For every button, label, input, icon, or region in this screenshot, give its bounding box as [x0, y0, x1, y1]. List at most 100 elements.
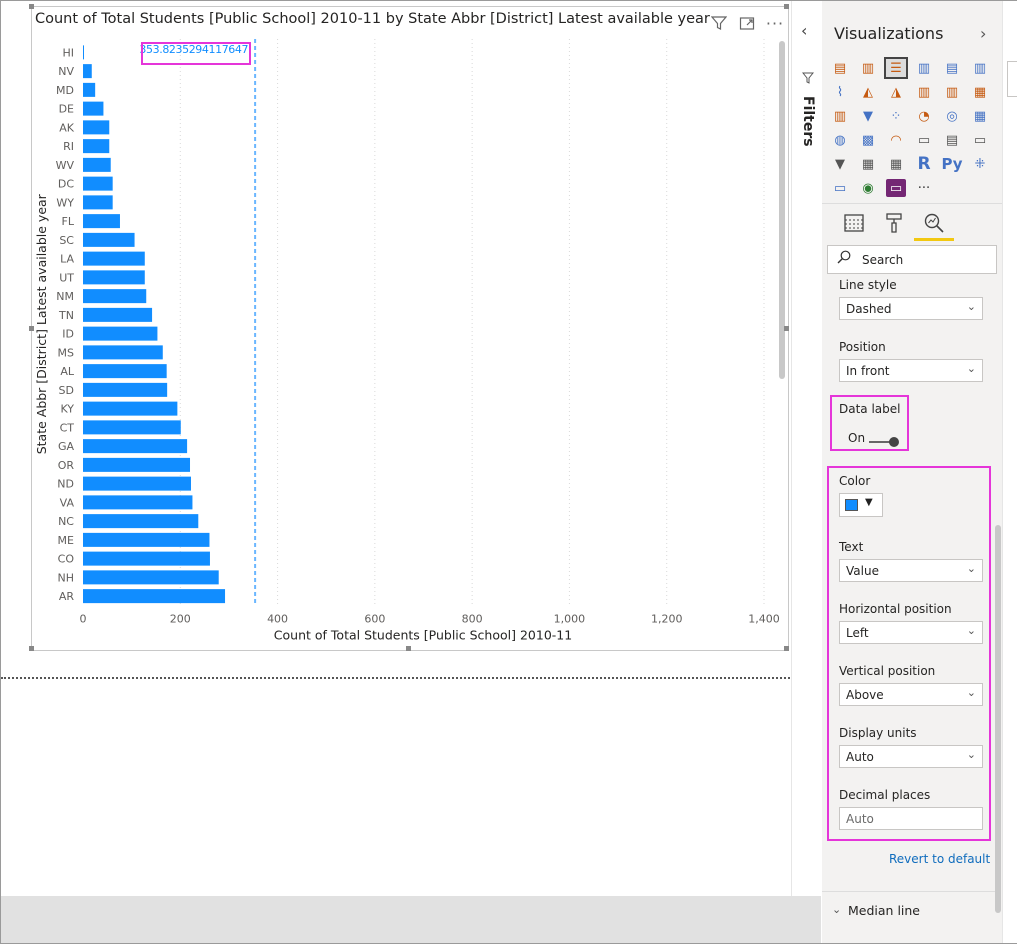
100-stacked-bar-icon[interactable]: ▤	[945, 60, 959, 76]
search-placeholder: Search	[862, 253, 904, 267]
y-tick-label: UT	[59, 271, 74, 284]
y-tick-label: VA	[60, 496, 75, 509]
scatter-icon[interactable]: ⁘	[890, 108, 902, 124]
line-chart-icon[interactable]: ⌇	[836, 84, 844, 100]
chart-scrollbar[interactable]	[779, 41, 785, 379]
position-value: In front	[846, 364, 890, 378]
key-influencers-icon[interactable]: ⁜	[974, 156, 986, 172]
100-stacked-column-icon[interactable]: ▥	[973, 60, 987, 76]
y-axis-title: State Abbr [District] Latest available y…	[34, 193, 49, 454]
paint-roller-icon	[886, 213, 902, 233]
tab-format[interactable]	[880, 212, 908, 234]
y-tick-label: AL	[60, 365, 75, 378]
x-tick-label: 0	[80, 613, 87, 626]
line-style-dropdown[interactable]: Dashed ⌄	[839, 297, 983, 320]
text-dropdown[interactable]: Value ⌄	[839, 559, 983, 582]
arcgis-map-icon[interactable]: ◉	[862, 180, 874, 196]
more-visuals-icon[interactable]: ···	[917, 180, 931, 196]
chevron-down-icon: ⌄	[966, 748, 976, 761]
filled-map-icon[interactable]: ▩	[861, 132, 875, 148]
resize-handle-bl[interactable]	[29, 646, 34, 651]
funnel-icon[interactable]: ▼	[863, 108, 873, 124]
resize-handle-tl[interactable]	[29, 4, 34, 9]
bar	[83, 195, 113, 210]
resize-handle-br[interactable]	[784, 646, 789, 651]
fields-icon	[844, 214, 864, 232]
vertical-position-dropdown[interactable]: Above ⌄	[839, 683, 983, 706]
tab-analytics[interactable]	[920, 212, 948, 234]
color-label: Color	[839, 474, 871, 488]
power-apps-icon[interactable]: ▭	[886, 179, 906, 197]
line-stacked-column-icon[interactable]: ▥	[945, 84, 959, 100]
chevron-down-icon: ⌄	[966, 686, 976, 699]
qa-visual-icon[interactable]: ▭	[833, 180, 847, 196]
stacked-bar-icon[interactable]: ▤	[833, 60, 847, 76]
pane-scrollbar[interactable]	[995, 525, 1001, 913]
table-icon[interactable]: ▦	[861, 156, 875, 172]
line-column-icon[interactable]: ▥	[917, 84, 931, 100]
collapse-chevron-icon[interactable]: ‹	[801, 21, 808, 40]
bar	[83, 457, 191, 472]
map-icon[interactable]: ◍	[834, 132, 846, 148]
slicer-icon[interactable]: ▼	[835, 156, 845, 172]
donut-chart-icon[interactable]: ◎	[946, 108, 958, 124]
visual-header-icons: ···	[710, 13, 785, 33]
python-visual-icon[interactable]: Py	[941, 155, 963, 173]
stacked-column-icon[interactable]: ▥	[861, 60, 875, 76]
bar	[83, 82, 96, 97]
stacked-area-icon[interactable]: ◮	[891, 84, 901, 100]
y-tick-label: AR	[59, 590, 75, 603]
ribbon-chart-icon[interactable]: ▦	[973, 84, 987, 100]
clustered-column-icon[interactable]: ▥	[917, 60, 931, 76]
resize-handle-left[interactable]	[29, 326, 34, 331]
bar	[83, 120, 110, 135]
y-tick-label: CO	[58, 553, 75, 566]
page-tabs-bar	[1, 896, 821, 943]
resize-handle-tr[interactable]	[784, 4, 789, 9]
waterfall-icon[interactable]: ▥	[833, 108, 847, 124]
line-style-label: Line style	[839, 278, 897, 292]
revert-to-default-link[interactable]: Revert to default	[889, 852, 991, 866]
bar	[83, 551, 210, 566]
position-dropdown[interactable]: In front ⌄	[839, 359, 983, 382]
r-visual-icon[interactable]: R	[917, 154, 931, 174]
pie-chart-icon[interactable]: ◔	[918, 108, 930, 124]
card-icon[interactable]: ▭	[917, 132, 931, 148]
resize-handle-bottom[interactable]	[406, 646, 411, 651]
bar	[83, 570, 219, 585]
bar	[83, 45, 84, 60]
text-label: Text	[839, 540, 864, 554]
focus-mode-icon[interactable]	[738, 14, 756, 32]
area-chart-icon[interactable]: ◭	[863, 84, 873, 100]
search-input[interactable]: Search	[827, 245, 997, 274]
filter-icon[interactable]	[710, 14, 728, 32]
display-units-dropdown[interactable]: Auto ⌄	[839, 745, 983, 768]
data-label-toggle-text: On	[848, 431, 866, 445]
bar	[83, 101, 104, 116]
data-label-toggle[interactable]	[868, 433, 902, 447]
visual-type-gallery: ▤ ▥ ☰ ▥ ▤ ▥ ⌇ ◭ ◮ ▥ ▥ ▦ ▥ ▼ ⁘ ◔ ◎ ▦ ◍ ▩ …	[830, 57, 998, 203]
chevron-down-icon: ⌄	[966, 562, 976, 575]
tab-fields[interactable]	[840, 212, 868, 234]
median-line-section[interactable]: ⌄ Median line	[822, 891, 996, 928]
horizontal-position-dropdown[interactable]: Left ⌄	[839, 621, 983, 644]
y-tick-label: LA	[60, 253, 74, 266]
y-tick-label: OR	[58, 459, 75, 472]
bar-chart-visual[interactable]: Count of Total Students [Public School] …	[31, 6, 789, 651]
position-label: Position	[839, 340, 886, 354]
decimal-places-input[interactable]: Auto	[839, 807, 983, 830]
expand-chevron-icon[interactable]: ›	[980, 24, 987, 43]
matrix-icon[interactable]: ▦	[889, 156, 903, 172]
more-options-icon[interactable]: ···	[765, 13, 785, 33]
kpi-icon[interactable]: ▭	[973, 132, 987, 148]
gauge-icon[interactable]: ◠	[890, 132, 902, 148]
multi-row-card-icon[interactable]: ▤	[945, 132, 959, 148]
treemap-icon[interactable]: ▦	[973, 108, 987, 124]
filters-pane-collapsed[interactable]: ‹ Filters	[791, 1, 822, 896]
y-tick-label: AK	[59, 121, 75, 134]
color-picker-button[interactable]: ▼	[839, 493, 883, 517]
clustered-bar-icon[interactable]: ☰	[884, 57, 908, 79]
resize-handle-right[interactable]	[784, 326, 789, 331]
bar	[83, 345, 163, 360]
